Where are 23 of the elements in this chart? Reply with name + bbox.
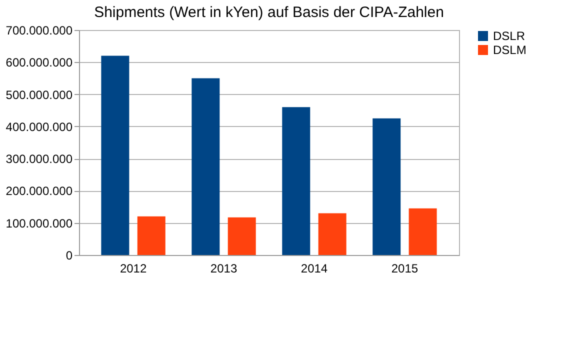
x-tick-label: 2014 bbox=[300, 262, 328, 276]
chart-title: Shipments (Wert in kYen) auf Basis der CIPA-Zahlen bbox=[94, 4, 444, 21]
bar bbox=[408, 208, 437, 255]
y-tick-label: 0 bbox=[66, 248, 73, 262]
legend-label: DSLM bbox=[493, 43, 526, 57]
x-tick-label: 2015 bbox=[391, 262, 418, 276]
bar bbox=[228, 217, 256, 255]
y-tick-label: 200.000.000 bbox=[6, 184, 73, 198]
x-tick-label: 2012 bbox=[120, 262, 147, 276]
bar bbox=[101, 56, 130, 255]
x-tick-label: 2013 bbox=[210, 262, 238, 276]
legend-label: DSLR bbox=[493, 29, 526, 43]
y-tick-label: 400.000.000 bbox=[6, 120, 73, 134]
bar bbox=[137, 216, 166, 255]
bar bbox=[282, 107, 310, 255]
bar bbox=[318, 213, 346, 255]
y-tick-label: 500.000.000 bbox=[6, 88, 73, 102]
y-tick-label: 700.000.000 bbox=[6, 24, 73, 38]
y-tick-label: 600.000.000 bbox=[6, 56, 73, 70]
bar bbox=[372, 118, 401, 255]
bar bbox=[192, 78, 220, 255]
y-tick-label: 100.000.000 bbox=[6, 216, 73, 230]
y-tick-label: 300.000.000 bbox=[6, 152, 73, 166]
